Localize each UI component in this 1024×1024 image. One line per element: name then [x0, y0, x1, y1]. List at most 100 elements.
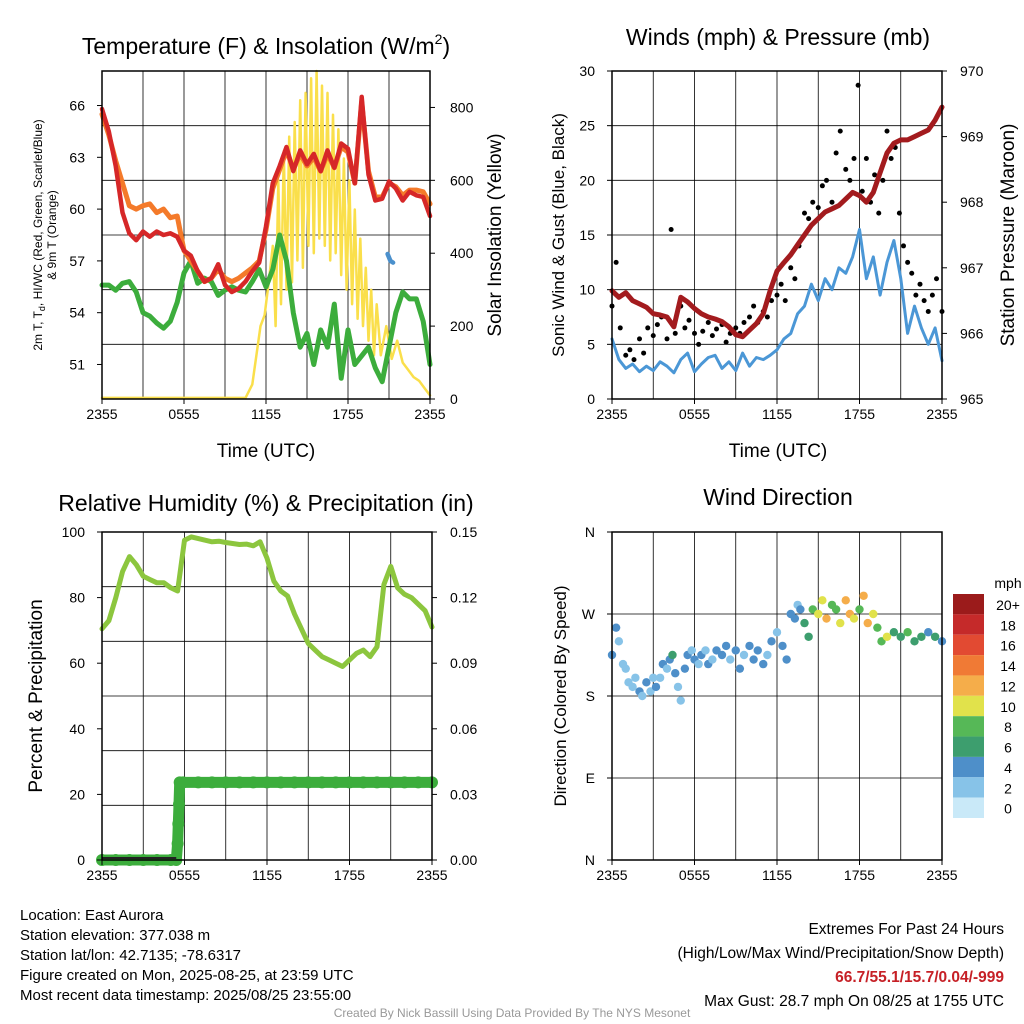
colorbar-label: 6 — [1004, 740, 1012, 756]
direction-point — [687, 646, 696, 655]
y-axis-label-line1: 2m T, Td, HI/WC (Red, Green, Scarlet/Blu… — [31, 119, 47, 350]
x-tick-label: 2355 — [596, 867, 627, 883]
direction-point — [800, 618, 809, 628]
gust-point — [788, 265, 794, 271]
direction-point — [731, 646, 740, 655]
x-tick-label: 2355 — [926, 867, 957, 883]
direction-point — [849, 614, 859, 623]
series-line-sonic-wind — [610, 228, 944, 375]
direction-point — [642, 678, 651, 687]
gust-point — [843, 166, 849, 172]
y2-tick-label: 965 — [960, 391, 984, 407]
y2-tick-label: 200 — [450, 318, 474, 334]
x-tick-label: 0555 — [679, 406, 710, 422]
y-axis-label: Sonic Wind & Gust (Blue, Black) — [549, 113, 568, 357]
chart-title: Winds (mph) & Pressure (mb) — [626, 24, 930, 50]
y2-tick-label: 0.03 — [450, 786, 477, 802]
direction-point — [903, 628, 912, 637]
y-tick-label: N — [585, 524, 595, 540]
y-tick-label: 63 — [69, 149, 85, 165]
y2-tick-label: 966 — [960, 325, 984, 341]
gust-point — [709, 333, 715, 339]
y-axis-label: Direction (Colored By Speed) — [551, 585, 570, 806]
direction-point — [822, 614, 831, 623]
direction-point — [917, 632, 926, 641]
series-line-2m-temp — [99, 94, 433, 295]
y2-tick-label: 0.06 — [450, 721, 477, 737]
gust-point — [810, 199, 816, 205]
gust-point — [896, 210, 902, 216]
gust-point — [872, 172, 878, 178]
colorbar-label: 12 — [1000, 678, 1016, 694]
direction-point — [778, 641, 787, 651]
gust-point — [815, 205, 821, 211]
latlon-text: Station lat/lon: 42.7135; -78.6317 — [20, 947, 242, 964]
extremes-title: Extremes For Past 24 Hours — [808, 921, 1004, 938]
y-tick-label: 25 — [579, 118, 595, 134]
gust-point — [909, 270, 915, 276]
extremes-values: 66.7/55.1/15.7/0.04/-999 — [835, 969, 1004, 986]
y-tick-label: 0 — [77, 852, 85, 868]
y-tick-label: 80 — [69, 590, 85, 606]
x-tick-label: 1155 — [762, 406, 792, 422]
y-tick-label: 15 — [579, 227, 595, 243]
series-line-dewpoint — [99, 232, 433, 385]
direction-point — [759, 659, 768, 669]
gust-point — [921, 298, 927, 304]
colorbar-swatch — [953, 756, 984, 778]
y-tick-label: 60 — [69, 655, 85, 671]
gust-point — [723, 339, 729, 345]
y2-tick-label: 967 — [960, 260, 984, 276]
series-line-hi-wc — [385, 251, 396, 265]
y-tick-label: 51 — [69, 356, 85, 372]
direction-point — [662, 664, 672, 673]
direction-point — [680, 664, 690, 673]
direction-point — [910, 637, 919, 646]
y-tick-label: 100 — [62, 524, 86, 540]
direction-point — [767, 637, 776, 646]
direction-point — [855, 605, 864, 614]
gust-point — [884, 128, 890, 134]
gust-point — [627, 347, 633, 353]
y2-tick-label: 400 — [450, 245, 474, 261]
x-tick-label: 1155 — [252, 867, 282, 883]
x-axis-label: Time (UTC) — [217, 441, 316, 462]
y-tick-label: 5 — [587, 336, 595, 352]
direction-point — [763, 650, 772, 660]
colorbar-label: 20+ — [996, 597, 1020, 613]
y-tick-label: W — [582, 606, 596, 622]
colorbar-swatch — [953, 675, 984, 696]
direction-point — [831, 605, 841, 614]
direction-point — [804, 632, 813, 641]
y2-tick-label: 800 — [450, 99, 474, 115]
y-tick-label: 57 — [69, 253, 85, 269]
direction-point — [717, 650, 727, 660]
direction-point — [671, 669, 680, 678]
gust-point — [833, 150, 839, 156]
colorbar-label: 16 — [1000, 638, 1016, 654]
direction-point — [782, 655, 791, 664]
y2-tick-label: 970 — [960, 63, 984, 79]
direction-point — [614, 637, 624, 646]
gust-point — [913, 292, 919, 298]
max-gust-text: Max Gust: 28.7 mph On 08/25 at 1755 UTC — [704, 993, 1004, 1010]
y2-axis-label-text: Solar Insolation (Yellow) — [485, 133, 506, 336]
direction-point — [869, 609, 878, 619]
x-tick-label: 1755 — [844, 867, 875, 883]
gust-point — [859, 188, 865, 194]
gust-point — [905, 259, 911, 265]
y2-tick-label: 0.15 — [450, 524, 477, 540]
direction-point — [790, 614, 800, 623]
gust-point — [668, 227, 674, 233]
y2-axis-label: Station Pressure (Maroon) — [998, 124, 1019, 347]
y-tick-label: E — [586, 770, 595, 786]
y-tick-label: 0 — [587, 391, 595, 407]
gust-point — [934, 276, 939, 282]
direction-point — [882, 632, 892, 641]
x-tick-label: 2355 — [86, 867, 117, 883]
direction-point — [859, 591, 868, 600]
extremes-subtitle: (High/Low/Max Wind/Precipitation/Snow De… — [677, 945, 1005, 962]
x-tick-label: 1755 — [334, 867, 365, 883]
x-tick-label: 1755 — [332, 406, 363, 422]
gust-point — [623, 352, 629, 358]
